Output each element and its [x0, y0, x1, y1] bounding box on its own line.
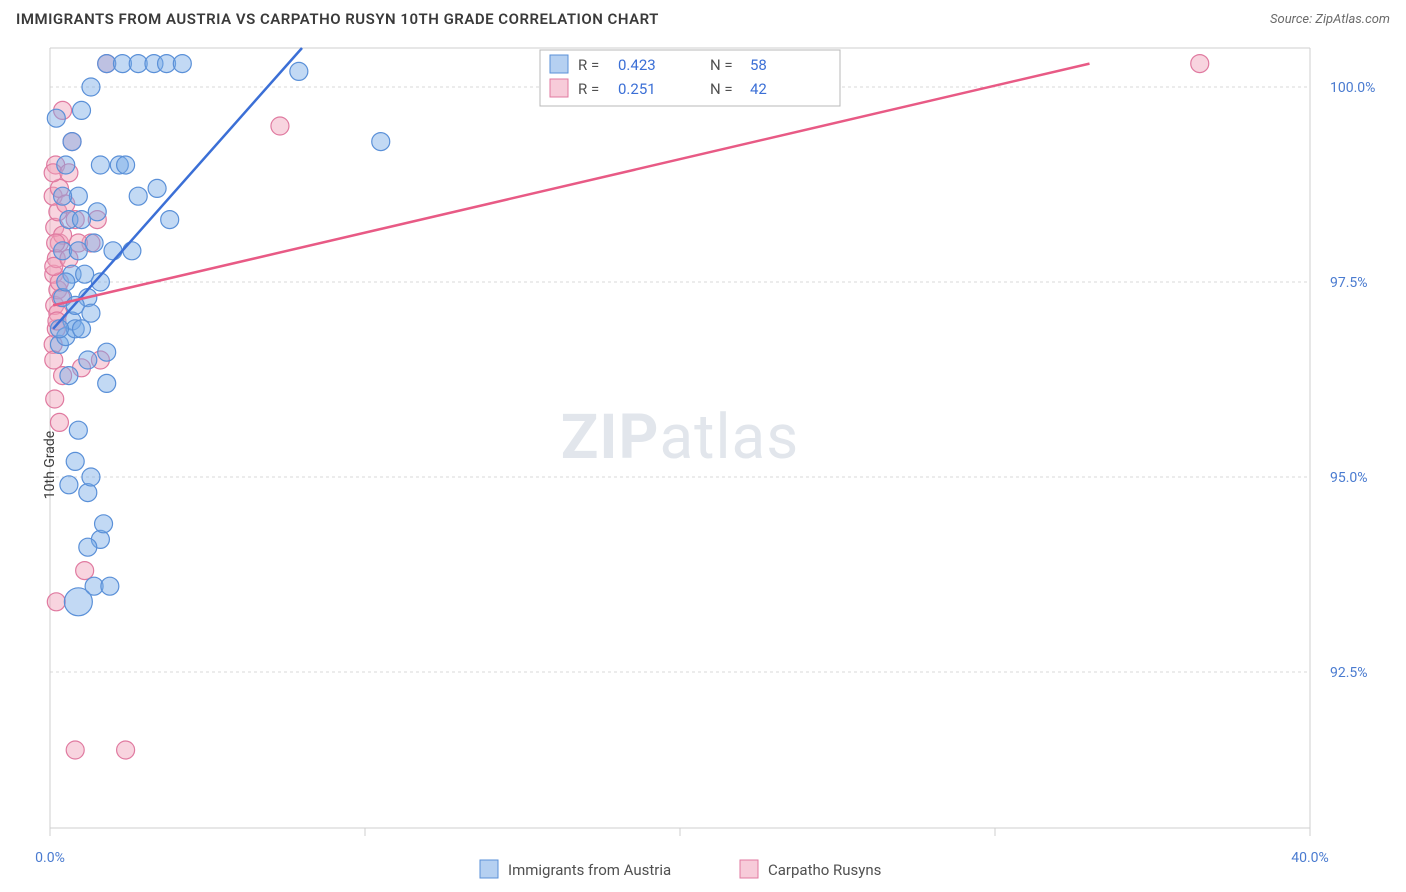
stats-n-label: N =	[710, 56, 733, 74]
stats-n-label: N =	[710, 80, 733, 98]
scatter-point	[82, 78, 100, 96]
legend-swatch	[740, 860, 758, 878]
scatter-point	[98, 374, 116, 392]
scatter-point	[123, 242, 141, 260]
scatter-point	[148, 179, 166, 197]
scatter-point	[1191, 55, 1209, 73]
scatter-point	[60, 367, 78, 385]
scatter-point	[117, 156, 135, 174]
scatter-point	[98, 343, 116, 361]
scatter-point	[57, 156, 75, 174]
scatter-point	[66, 452, 84, 470]
y-tick-label: 95.0%	[1330, 470, 1368, 486]
scatter-point	[57, 273, 75, 291]
scatter-point	[82, 468, 100, 486]
scatter-point	[47, 593, 65, 611]
stats-n-value: 42	[750, 80, 767, 98]
scatter-point	[76, 562, 94, 580]
stats-r-value: 0.251	[618, 80, 656, 98]
stats-r-value: 0.423	[618, 56, 656, 74]
y-tick-label: 100.0%	[1330, 80, 1375, 96]
scatter-point	[79, 538, 97, 556]
stats-r-label: R =	[578, 56, 599, 74]
scatter-point	[79, 351, 97, 369]
scatter-point	[73, 320, 91, 338]
scatter-point	[85, 234, 103, 252]
y-axis-label: 10th Grade	[42, 431, 58, 499]
scatter-point	[54, 187, 72, 205]
source-attribution: Source: ZipAtlas.com	[1270, 12, 1390, 27]
scatter-point	[88, 203, 106, 221]
scatter-point	[101, 577, 119, 595]
scatter-point	[64, 588, 92, 616]
scatter-point	[91, 156, 109, 174]
scatter-point	[47, 109, 65, 127]
scatter-point	[73, 101, 91, 119]
scatter-point	[372, 133, 390, 151]
scatter-point	[104, 242, 122, 260]
scatter-point	[63, 133, 81, 151]
stats-swatch	[550, 55, 568, 73]
legend-label: Carpatho Rusyns	[768, 861, 881, 879]
y-tick-label: 92.5%	[1330, 665, 1368, 681]
scatter-point	[79, 484, 97, 502]
x-tick-label: 0.0%	[35, 850, 65, 866]
chart-container: 10th Grade 92.5% 95.0% 97.5% 100.0% 0.0% 40.0…	[0, 38, 1406, 892]
scatter-point	[173, 55, 191, 73]
scatter-point	[50, 413, 68, 431]
scatter-point	[161, 211, 179, 229]
scatter-point	[95, 515, 113, 533]
scatter-point	[46, 390, 64, 408]
y-tick-label: 97.5%	[1330, 275, 1368, 291]
scatter-point	[271, 117, 289, 135]
stats-r-label: R =	[578, 80, 599, 98]
chart-title: IMMIGRANTS FROM AUSTRIA VS CARPATHO RUSY…	[16, 10, 659, 28]
legend-label: Immigrants from Austria	[508, 861, 671, 879]
scatter-point	[129, 187, 147, 205]
scatter-chart: 92.5% 95.0% 97.5% 100.0% 0.0% 40.0% ZIPatlas R …	[0, 38, 1406, 892]
scatter-point	[69, 421, 87, 439]
watermark: ZIPatlas	[561, 401, 800, 474]
scatter-point	[60, 476, 78, 494]
stats-swatch	[550, 79, 568, 97]
legend-swatch	[480, 860, 498, 878]
x-tick-label: 40.0%	[1291, 850, 1329, 866]
stats-n-value: 58	[750, 56, 767, 74]
scatter-point	[117, 741, 135, 759]
scatter-point	[66, 741, 84, 759]
scatter-point	[290, 62, 308, 80]
